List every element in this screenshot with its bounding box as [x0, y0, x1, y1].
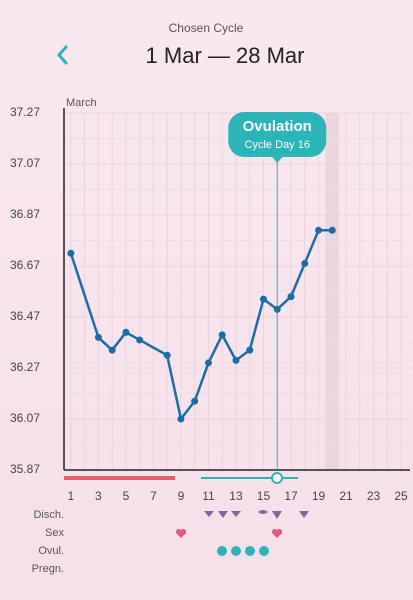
sex-icons: [175, 529, 283, 538]
temperature-point: [315, 226, 323, 234]
x-tick-label: 13: [229, 489, 243, 503]
title: 1 Mar — 28 Mar: [146, 43, 305, 68]
back-button[interactable]: [57, 45, 68, 65]
temperature-point: [287, 293, 295, 301]
temperature-line: [69, 229, 333, 421]
x-tick-label: 9: [178, 489, 185, 503]
y-tick-label: 37.27: [10, 105, 40, 119]
row-label: Pregn.: [32, 563, 64, 575]
x-tick-label: 3: [95, 489, 102, 503]
temperature-point: [94, 333, 102, 341]
x-tick-label: 11: [202, 489, 215, 503]
temperature-point: [218, 331, 226, 339]
x-tick-label: 17: [284, 489, 298, 503]
y-tick-label: 36.47: [10, 309, 40, 323]
row-label: Ovul.: [38, 545, 64, 557]
x-tick-label: 15: [257, 489, 271, 503]
temperature-point: [177, 415, 185, 423]
subtitle: Chosen Cycle: [169, 21, 244, 35]
temperature-point: [67, 249, 75, 257]
temperature-point: [232, 356, 240, 364]
x-tick-label: 23: [367, 489, 381, 503]
plot: 35.87 36.07 36.27 36.47 36.67 36.87 37.07 37.27…: [10, 105, 410, 503]
temperature-point: [122, 328, 130, 336]
temperature-point: [204, 359, 212, 367]
y-tick-label: 37.07: [10, 156, 40, 170]
callout-subtitle: Cycle Day 16: [245, 139, 310, 151]
x-tick-label: 5: [123, 489, 130, 503]
ovulation-icons: [217, 546, 269, 556]
x-tick-label: 7: [150, 489, 157, 503]
y-tick-label: 36.07: [10, 411, 40, 425]
callout-pointer: [271, 156, 284, 163]
temperature-point: [301, 259, 309, 267]
x-tick-label: 25: [394, 489, 408, 503]
y-tick-label: 36.87: [10, 207, 40, 221]
x-axis-label: March: [66, 97, 97, 109]
discharge-icons: [204, 510, 309, 519]
temperature-point: [246, 346, 254, 354]
temperature-point: [108, 346, 116, 354]
y-tick-label: 36.67: [10, 258, 40, 272]
row-label: Sex: [45, 527, 64, 539]
temperature-point: [163, 351, 171, 359]
y-tick-label: 36.27: [10, 360, 40, 374]
ovulation-marker: [271, 472, 283, 484]
ovulation-callout: [228, 112, 327, 157]
temperature-point: [191, 397, 199, 405]
x-tick-label: 1: [68, 489, 75, 503]
temperature-point: [328, 226, 336, 234]
callout-title: Ovulation: [243, 118, 312, 135]
x-tick-label: 21: [339, 489, 353, 503]
x-tick-label: 19: [312, 489, 326, 503]
temperature-point: [259, 295, 267, 303]
row-label: Disch.: [33, 509, 64, 521]
temperature-point: [136, 336, 144, 344]
y-tick-label: 35.87: [10, 462, 40, 476]
temperature-point: [273, 305, 281, 313]
